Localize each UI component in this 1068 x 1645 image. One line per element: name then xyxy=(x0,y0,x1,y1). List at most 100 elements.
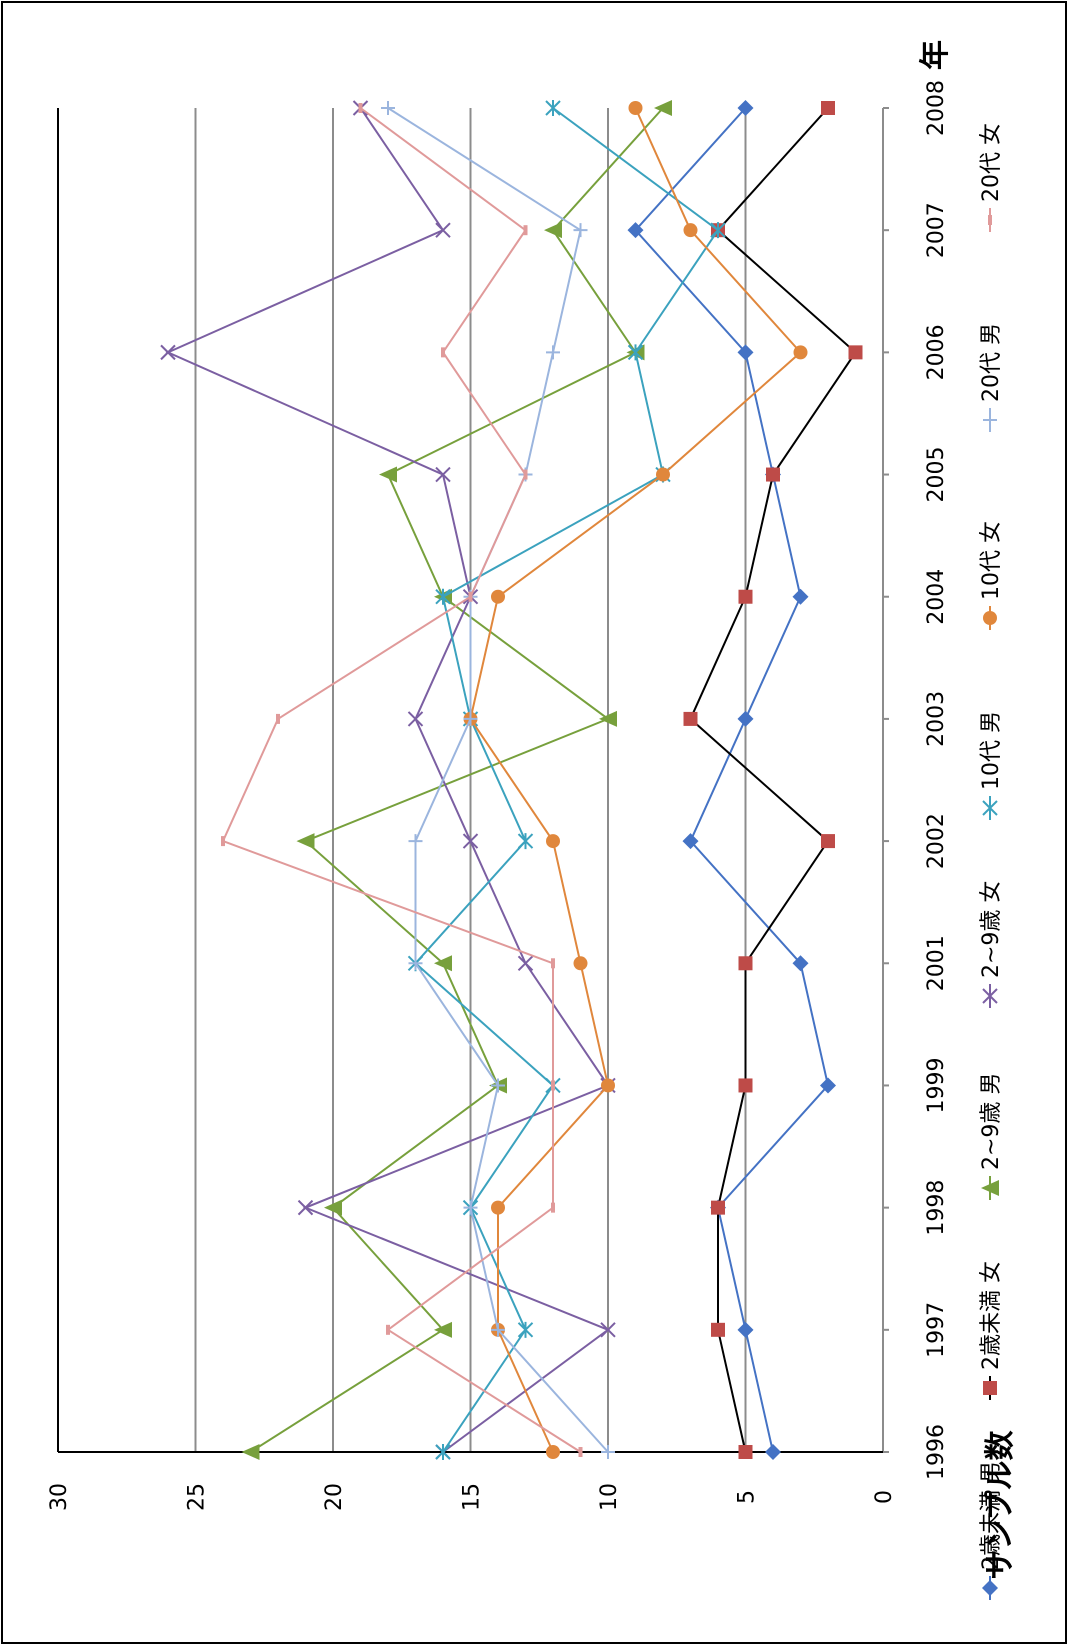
data-point xyxy=(468,591,473,602)
legend-marker xyxy=(983,1381,997,1395)
data-point xyxy=(793,345,808,360)
legend-item: 20代 男 xyxy=(979,323,1004,432)
data-point xyxy=(683,223,698,238)
series-layer xyxy=(160,100,863,1460)
series-line xyxy=(221,107,582,1453)
category-tick-label: 2008 xyxy=(924,80,949,136)
category-axis: 1996 1997 1998 1999 2001 2002 2003 2004 2005 2006… xyxy=(883,80,949,1480)
series-line xyxy=(689,107,857,1453)
data-point xyxy=(324,1199,342,1216)
value-tick-label: 0 xyxy=(872,1490,897,1504)
series-line xyxy=(469,107,802,1453)
data-point xyxy=(628,101,643,115)
legend-label: 20代 男 xyxy=(979,323,1004,402)
data-point xyxy=(434,955,452,972)
data-point xyxy=(523,469,528,480)
legend-label: 2歳未満 女 xyxy=(979,1261,1004,1370)
data-point xyxy=(297,1199,314,1216)
category-tick-label: 1998 xyxy=(924,1180,949,1236)
category-tick-label: 1996 xyxy=(924,1424,949,1480)
data-point xyxy=(491,1322,505,1337)
category-tick-label: 2004 xyxy=(924,569,949,625)
series-line xyxy=(249,107,664,1453)
data-point xyxy=(517,955,534,971)
data-point xyxy=(766,467,780,482)
data-point xyxy=(821,101,835,115)
legend-marker xyxy=(981,1180,999,1196)
category-tick-label: 2006 xyxy=(924,324,949,380)
data-point xyxy=(491,589,505,604)
data-point xyxy=(551,958,555,969)
legend-marker xyxy=(983,611,997,625)
data-point xyxy=(848,345,863,360)
data-point xyxy=(656,467,670,482)
data-point xyxy=(683,711,698,726)
data-point xyxy=(435,1444,451,1460)
data-point xyxy=(820,1077,836,1094)
legend-item: 2~9歳 男 xyxy=(979,1073,1004,1200)
data-point xyxy=(462,833,479,849)
data-point xyxy=(545,100,561,116)
category-tick-label: 1997 xyxy=(924,1302,949,1358)
legend-item: 2~9歳 女 xyxy=(979,881,1004,1008)
data-point xyxy=(491,1200,505,1215)
data-point xyxy=(738,1078,753,1093)
data-point xyxy=(600,1322,616,1338)
data-point xyxy=(738,956,753,971)
data-point xyxy=(463,1200,478,1215)
legend-marker xyxy=(982,988,998,1004)
data-point xyxy=(241,1444,260,1460)
data-point xyxy=(517,833,534,850)
value-tick-label: 20 xyxy=(322,1483,347,1511)
legend-item: 2歳未満 女 xyxy=(979,1261,1004,1400)
series-line xyxy=(634,107,830,1453)
data-point xyxy=(551,1202,555,1213)
value-tick-label: 25 xyxy=(185,1483,210,1511)
data-point xyxy=(682,833,699,850)
y-axis-title: サンプル数 xyxy=(983,1429,1018,1579)
data-point xyxy=(408,834,423,849)
legend: 2歳未満 男 2歳未満 女 2~9歳 男 2~9歳 女 10代 男 10代 女 20代 男 2… xyxy=(979,123,1004,1600)
legend-marker xyxy=(982,800,998,816)
data-point xyxy=(546,345,560,360)
data-point xyxy=(408,956,423,971)
data-point xyxy=(601,1445,615,1459)
data-point xyxy=(463,711,478,726)
x-axis-title: 年 xyxy=(918,40,953,70)
category-tick-label: 2005 xyxy=(924,447,949,503)
data-point xyxy=(738,1445,753,1459)
value-tick-label: 15 xyxy=(460,1483,485,1511)
category-tick-label: 2003 xyxy=(924,691,949,747)
legend-item: 2歳未満 男 xyxy=(979,1461,1004,1600)
data-point xyxy=(599,710,617,727)
legend-marker xyxy=(982,1580,998,1596)
series-7 xyxy=(221,103,583,1457)
data-point xyxy=(160,344,176,361)
data-point xyxy=(601,1078,615,1093)
value-tick-label: 10 xyxy=(597,1483,622,1511)
data-point xyxy=(627,344,644,361)
legend-label: 2~9歳 男 xyxy=(979,1073,1004,1170)
data-point xyxy=(276,713,280,724)
legend-marker xyxy=(983,413,997,427)
legend-item: 10代 女 xyxy=(979,521,1004,630)
data-point xyxy=(386,1324,390,1335)
data-point xyxy=(765,1444,781,1460)
data-point xyxy=(435,222,451,238)
data-point xyxy=(578,1447,583,1457)
legend-label: 20代 女 xyxy=(979,123,1004,202)
legend-item: 10代 男 xyxy=(979,711,1004,820)
category-tick-label: 2002 xyxy=(924,813,949,869)
data-point xyxy=(627,222,644,239)
data-point xyxy=(654,100,672,116)
legend-marker xyxy=(988,215,992,225)
legend-item: 20代 女 xyxy=(979,123,1004,232)
series-1 xyxy=(683,101,863,1459)
legend-label: 10代 女 xyxy=(979,521,1004,600)
data-point xyxy=(821,834,835,849)
data-point xyxy=(544,222,562,239)
category-tick-label: 1999 xyxy=(924,1057,949,1113)
